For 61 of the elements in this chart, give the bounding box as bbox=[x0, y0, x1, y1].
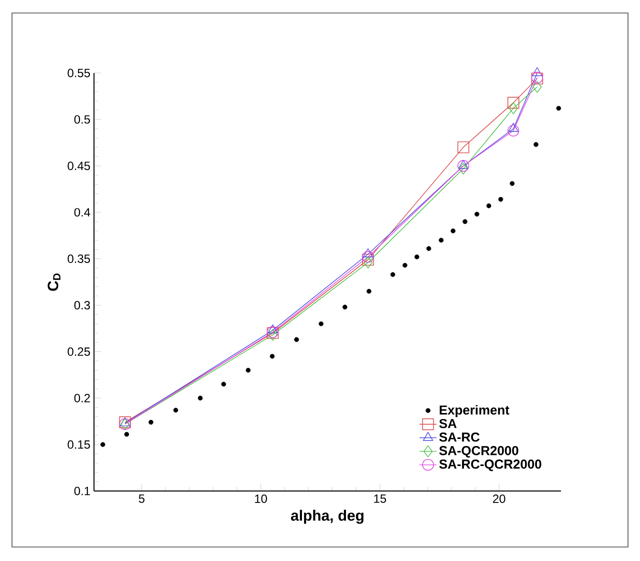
point bbox=[508, 102, 518, 114]
y-tick-label: 0.3 bbox=[74, 300, 90, 310]
point bbox=[402, 262, 408, 268]
point bbox=[474, 212, 480, 217]
point bbox=[362, 251, 374, 263]
legend-label: SA-RC-QCR2000 bbox=[439, 460, 542, 472]
x-tick-label: 15 bbox=[374, 494, 386, 503]
legend-label: SA-RC bbox=[439, 432, 480, 442]
point bbox=[508, 124, 520, 136]
point bbox=[294, 337, 299, 342]
point bbox=[510, 181, 515, 186]
point bbox=[457, 160, 470, 172]
point bbox=[486, 203, 492, 208]
point bbox=[268, 324, 278, 334]
point bbox=[457, 141, 470, 154]
legend-label: SA bbox=[439, 418, 457, 428]
point bbox=[438, 238, 444, 243]
y-tick-label: 0.1 bbox=[74, 486, 90, 496]
point bbox=[426, 246, 432, 251]
point bbox=[532, 67, 542, 76]
y-tick-label: 0.45 bbox=[68, 162, 90, 170]
legend-label: SA-QCR2000 bbox=[439, 446, 518, 458]
y-axis-title: C$_{D}$ bbox=[48, 274, 60, 291]
x-tick-label: 5 bbox=[138, 494, 144, 503]
y-tick-label: 0.4 bbox=[74, 208, 90, 217]
point bbox=[173, 408, 178, 413]
point bbox=[270, 354, 275, 359]
y-tick-label: 0.5 bbox=[74, 115, 90, 124]
point bbox=[414, 254, 420, 260]
point bbox=[100, 442, 106, 447]
point bbox=[198, 396, 203, 400]
y-tick-label: 0.35 bbox=[68, 254, 90, 263]
point bbox=[508, 122, 518, 132]
y-tick-label: 0.25 bbox=[68, 347, 90, 356]
point bbox=[390, 272, 396, 277]
point bbox=[458, 160, 468, 169]
y-tick-label: 0.55 bbox=[68, 68, 90, 78]
point bbox=[148, 420, 154, 425]
point bbox=[534, 142, 538, 147]
point bbox=[508, 96, 520, 109]
y-tick-label: 0.2 bbox=[74, 394, 90, 402]
point bbox=[498, 196, 504, 202]
point bbox=[450, 228, 456, 234]
point bbox=[246, 368, 251, 373]
point bbox=[342, 304, 348, 310]
point bbox=[318, 321, 324, 326]
point bbox=[362, 254, 374, 266]
point bbox=[124, 432, 130, 437]
point bbox=[462, 219, 468, 224]
point bbox=[366, 288, 372, 294]
point bbox=[556, 106, 562, 111]
x-tick-label: 20 bbox=[493, 494, 506, 503]
x-axis-title: alpha, deg bbox=[290, 510, 364, 524]
point bbox=[458, 162, 468, 175]
point bbox=[532, 81, 542, 93]
y-tick-label: 0.15 bbox=[68, 440, 90, 449]
point bbox=[362, 248, 374, 258]
point bbox=[221, 382, 226, 387]
legend-label: Experiment bbox=[440, 405, 510, 418]
x-tick-label: 10 bbox=[255, 494, 267, 503]
point bbox=[364, 256, 372, 268]
